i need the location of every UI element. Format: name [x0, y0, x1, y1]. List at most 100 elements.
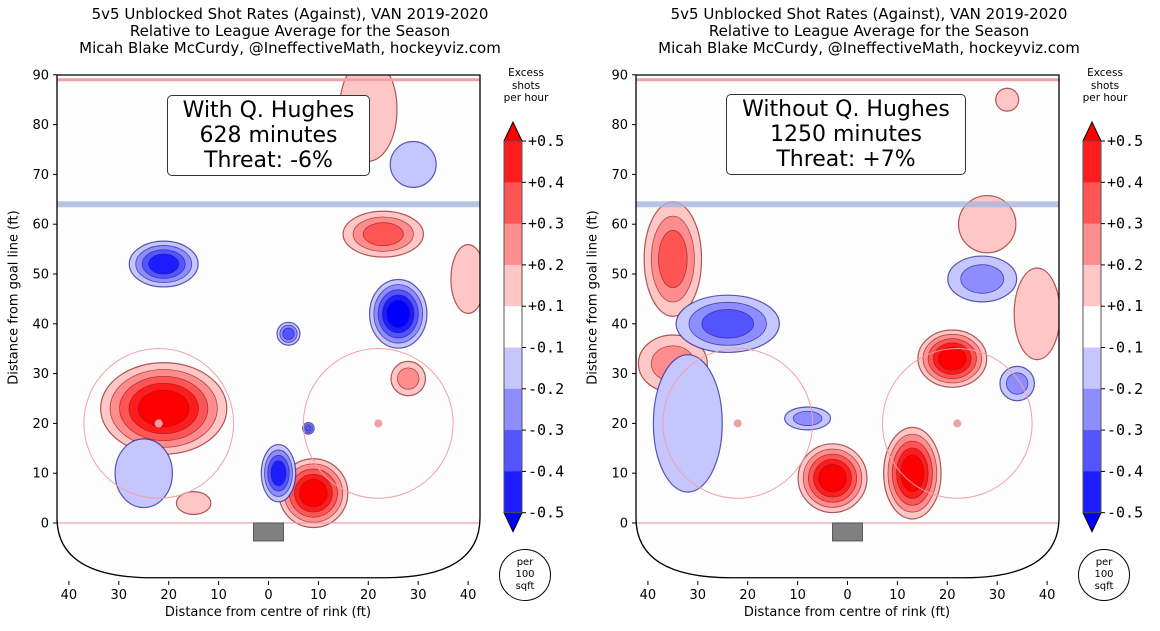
faceoff-circle-left [83, 348, 235, 499]
faceoff-dot-right [953, 419, 962, 428]
colorbar-unit-badge: per 100 sqft [1078, 549, 1130, 601]
contour-level [138, 389, 190, 428]
colorbar-frame [1082, 140, 1102, 514]
contour-level [389, 140, 437, 188]
title-line-1: 5v5 Unblocked Shot Rates (Against), VAN … [670, 5, 1068, 23]
contour-hotspot [128, 240, 199, 288]
contour-level [652, 354, 723, 493]
contour-level [397, 367, 420, 390]
rink-boards [56, 74, 481, 579]
colorbar-tick-label: -0.3 [528, 421, 564, 439]
contour-hotspot [175, 491, 212, 516]
colorbar-segment [504, 141, 522, 183]
y-tick-label: 60 [611, 218, 628, 233]
colorbar-tick-label: +0.5 [528, 132, 564, 150]
y-tick-label: 90 [32, 68, 49, 83]
contour-hotspot [99, 362, 228, 455]
chart-title: 5v5 Unblocked Shot Rates (Against), VAN … [0, 6, 580, 57]
contour-level [701, 309, 754, 339]
colorbar-segment [1083, 347, 1101, 390]
annotation-line-2: 1250 minutes [769, 122, 923, 147]
y-tick-label: 0 [41, 517, 49, 532]
y-tick-label: 40 [611, 317, 628, 332]
unit-line-2: 100 [515, 569, 535, 580]
y-tick-label: 50 [32, 268, 49, 283]
y-tick-label: 60 [32, 218, 49, 233]
contour-hotspot [784, 406, 832, 431]
annotation-box: Without Q. Hughes 1250 minutes Threat: +… [726, 94, 966, 175]
y-tick-label: 80 [32, 118, 49, 133]
y-tick-label: 40 [32, 317, 49, 332]
colorbar-tick-label: +0.5 [1107, 132, 1143, 150]
unit-line-2: 100 [1094, 569, 1114, 580]
unit-line-1: per [1095, 557, 1113, 568]
y-tick-label: 80 [611, 118, 628, 133]
colorbar-tick-label: +0.2 [528, 256, 564, 274]
title-line-2: Relative to League Average for the Seaso… [708, 22, 1030, 40]
contour-hotspot [883, 426, 942, 520]
colorbar-tick-label: +0.4 [528, 173, 564, 191]
contour-hotspot [389, 140, 437, 188]
contour-level [1013, 267, 1059, 361]
contour-level [792, 410, 823, 426]
y-tick-label: 70 [32, 168, 49, 183]
colorbar-tick-label: -0.4 [528, 462, 564, 480]
x-tick-label: 30 [690, 588, 707, 603]
x-tick-label: 30 [989, 588, 1006, 603]
contour-hotspot [302, 422, 315, 435]
blue-line [636, 201, 1059, 208]
y-tick-label: 30 [32, 367, 49, 382]
colorbar-extend-min [503, 512, 523, 533]
chart-title: 5v5 Unblocked Shot Rates (Against), VAN … [579, 6, 1159, 57]
goal-net [832, 522, 863, 542]
colorbar-tick-label: -0.5 [1107, 504, 1143, 522]
blue-line [57, 201, 480, 208]
colorbar-title-line-3: per hour [1082, 92, 1128, 104]
contour-level [900, 454, 925, 492]
axes: 0 10 20 30 40 50 60 70 80 90 40 30 20 10 0 10 20 30 40 [611, 68, 1055, 603]
x-axis-label: Distance from centre of rink (ft) [743, 605, 951, 620]
faceoff-circle-right [881, 348, 1033, 499]
y-axis-label: Distance from goal line (ft) [585, 210, 601, 385]
annotation-line-3: Threat: -6% [204, 148, 333, 173]
colorbar-title: Excess shots per hour [496, 67, 556, 105]
colorbar-unit-badge: per 100 sqft [499, 549, 551, 601]
annotation-line-1: With Q. Hughes [182, 98, 355, 123]
goal-net [253, 522, 284, 542]
colorbar-tick-label: -0.2 [528, 380, 564, 398]
contour-hotspot [652, 354, 723, 493]
colorbar-tick-label: -0.5 [528, 504, 564, 522]
colorbar-segment [504, 388, 522, 431]
contour-level [960, 264, 1005, 294]
colorbar-title-line-1: Excess [508, 67, 544, 79]
colorbar-segment [1083, 471, 1101, 514]
contour-level [299, 478, 328, 508]
contour-level [957, 194, 1017, 254]
colorbar-segment [1083, 430, 1101, 472]
contour-hotspot [260, 443, 297, 503]
colorbar-title: Excess shots per hour [1075, 67, 1135, 105]
x-tick-label: 40 [640, 588, 657, 603]
colorbar-tick-label: -0.1 [528, 339, 564, 357]
x-axis-label: Distance from centre of rink (ft) [164, 605, 372, 620]
contour-hotspot [390, 360, 427, 397]
colorbar-segment [1083, 182, 1101, 225]
y-tick-label: 10 [611, 467, 628, 482]
colorbar-tick-label: +0.2 [1107, 256, 1143, 274]
y-tick-label: 50 [611, 268, 628, 283]
title-line-3: Micah Blake McCurdy, @IneffectiveMath, h… [658, 39, 1080, 57]
colorbar-extend-max [503, 120, 523, 142]
contour-hotspot [276, 321, 301, 346]
colorbar-segment [1083, 388, 1101, 431]
axes: 0 10 20 30 40 50 60 70 80 90 40 30 20 10 0 10 20 30 40 [32, 68, 476, 603]
x-tick-label: 0 [264, 588, 272, 603]
contour-hotspot [995, 87, 1020, 112]
contour-hotspot [368, 278, 428, 349]
colorbar-tick-label: -0.4 [1107, 462, 1143, 480]
colorbar-segment [504, 182, 522, 225]
colorbar: +0.5 +0.4 +0.3 +0.2 +0.1 -0.1 -0.2 -0.3 -0.4 -0.5 [1082, 120, 1143, 533]
title-line-2: Relative to League Average for the Seaso… [129, 22, 451, 40]
contour-level [305, 425, 312, 432]
contour-level [995, 87, 1020, 112]
contour-level [148, 253, 180, 275]
